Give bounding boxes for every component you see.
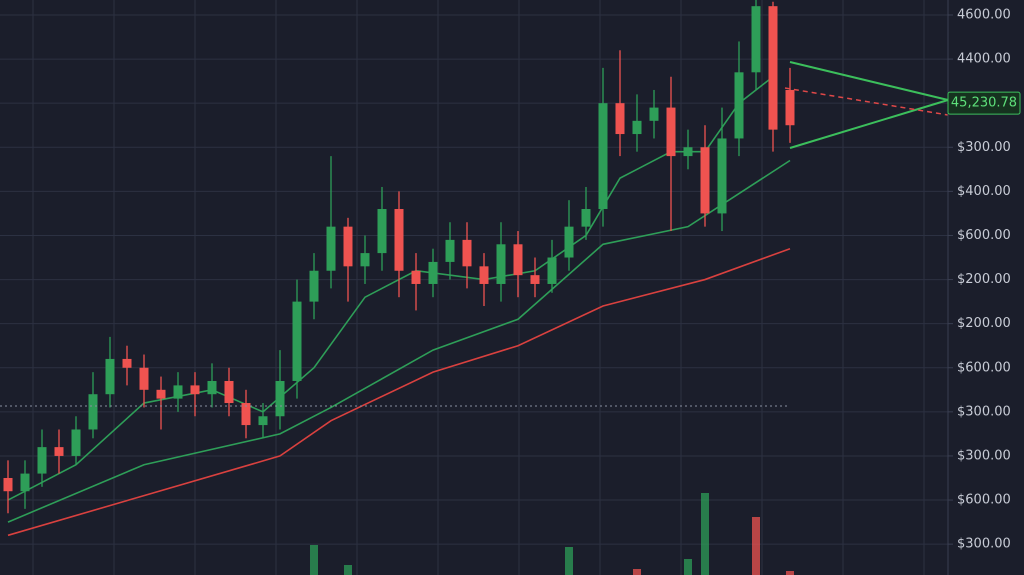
y-tick-label: $600.00 xyxy=(957,228,1011,243)
candle-body xyxy=(292,301,302,381)
candle-body xyxy=(598,103,608,210)
moving-average xyxy=(7,159,791,523)
candle-body xyxy=(581,209,591,227)
candle-body xyxy=(700,147,710,214)
candle-body xyxy=(513,244,523,276)
candle-body xyxy=(734,72,744,139)
candle-body xyxy=(615,103,625,135)
candle-body xyxy=(751,6,761,73)
candle-body xyxy=(547,257,557,284)
candle-body xyxy=(530,275,540,284)
candle-body xyxy=(496,244,506,284)
y-tick-label: $200.00 xyxy=(957,316,1011,331)
y-tick-label: $300.00 xyxy=(957,448,1011,463)
volume-bar xyxy=(786,571,794,575)
y-tick-label: 4400.00 xyxy=(957,52,1011,67)
candle-body xyxy=(88,394,98,430)
candle-body xyxy=(649,107,659,121)
candle-body xyxy=(224,380,234,404)
y-tick-label: $600.00 xyxy=(957,493,1011,508)
candle-body xyxy=(54,447,64,456)
candle-body xyxy=(428,261,438,284)
candle-body xyxy=(343,226,353,267)
y-tick-label: $200.00 xyxy=(957,272,1011,287)
candle-body xyxy=(683,147,693,157)
volume-bar xyxy=(344,565,352,575)
vertical-grid xyxy=(32,0,925,575)
moving-average xyxy=(7,247,791,537)
volume-bar xyxy=(565,547,573,575)
candle-body xyxy=(445,239,455,262)
candle-body xyxy=(666,107,676,157)
y-tick-label: $300.00 xyxy=(957,537,1011,552)
candle-body xyxy=(564,226,574,258)
candle-body xyxy=(479,266,489,284)
y-tick-label: $300.00 xyxy=(957,404,1011,419)
plot xyxy=(0,0,948,575)
candle-body xyxy=(173,385,183,399)
candle-body xyxy=(309,270,319,302)
candle-body xyxy=(717,138,727,214)
candle-body xyxy=(632,120,642,135)
candle-body xyxy=(105,358,115,395)
trend-line xyxy=(789,61,949,101)
volume-bar xyxy=(701,493,709,575)
candle-body xyxy=(326,226,336,271)
y-axis: $300.00 $600.00 $300.00 $300.00 $600.00 $200.… xyxy=(947,7,1021,552)
y-tick-label: $600.00 xyxy=(957,360,1011,375)
candle-body xyxy=(785,89,795,126)
candle-body xyxy=(20,473,30,492)
candle-body xyxy=(139,367,149,390)
volume-bar xyxy=(752,517,760,575)
candle-body xyxy=(122,358,132,368)
candle-body xyxy=(3,477,13,492)
price-tag-label: 45,230.78 xyxy=(951,96,1017,111)
candle-body xyxy=(462,239,472,267)
candle-body xyxy=(207,380,217,395)
candle-body xyxy=(258,416,268,426)
candle-body xyxy=(394,209,404,271)
y-tick-label: 4600.00 xyxy=(957,7,1011,22)
candle-body xyxy=(71,429,81,456)
candle-body xyxy=(37,447,47,474)
volume-bar xyxy=(684,559,692,575)
candle-body xyxy=(241,403,251,426)
candle-body xyxy=(156,389,166,399)
price-tag xyxy=(947,91,1021,115)
trend-line xyxy=(789,99,949,149)
candle-body xyxy=(768,6,778,130)
y-tick-label: $400.00 xyxy=(957,184,1011,199)
candle-body xyxy=(377,209,387,254)
candle-body xyxy=(275,380,285,417)
candle-body xyxy=(360,253,370,267)
trend-line xyxy=(784,87,949,116)
candle-body xyxy=(411,270,421,284)
volume-bar xyxy=(310,545,318,575)
y-tick-label: $300.00 xyxy=(957,140,1011,155)
candle-body xyxy=(190,385,200,395)
volume-bar xyxy=(633,569,641,575)
